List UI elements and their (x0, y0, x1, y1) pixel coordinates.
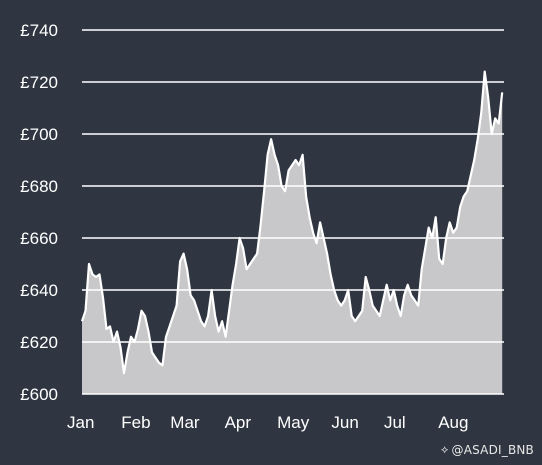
x-tick-label-5: Jun (331, 413, 358, 432)
series-line-group (80, 70, 504, 375)
x-tick-label-6: Jul (384, 413, 406, 432)
x-tick-label-7: Aug (438, 413, 468, 432)
y-tick-label-6: £720 (20, 73, 58, 92)
diamond-logo-icon: ⟡ (441, 443, 449, 456)
y-tick-label-4: £680 (20, 177, 58, 196)
gridlines (82, 29, 504, 395)
x-axis: Jan Feb Mar Apr May Jun Jul Aug (67, 413, 468, 432)
watermark-text: @ASADI_BNB (451, 443, 534, 457)
y-tick-label-0: £600 (20, 385, 58, 404)
x-tick-label-2: Mar (170, 413, 200, 432)
watermark: ⟡ @ASADI_BNB (441, 443, 534, 457)
x-tick-label-1: Feb (121, 413, 150, 432)
y-tick-label-5: £700 (20, 125, 58, 144)
y-tick-label-7: £740 (20, 21, 58, 40)
y-tick-label-2: £640 (20, 281, 58, 300)
y-axis: £600 £620 £640 £660 £680 £700 £720 £740 (20, 21, 58, 404)
x-tick-label-3: Apr (225, 413, 252, 432)
x-tick-label-4: May (277, 413, 310, 432)
y-tick-label-1: £620 (20, 333, 58, 352)
x-tick-label-0: Jan (67, 413, 94, 432)
series-group (82, 71, 503, 394)
y-tick-label-3: £660 (20, 229, 58, 248)
series-line (80, 70, 504, 375)
series-area-fill (82, 71, 503, 394)
